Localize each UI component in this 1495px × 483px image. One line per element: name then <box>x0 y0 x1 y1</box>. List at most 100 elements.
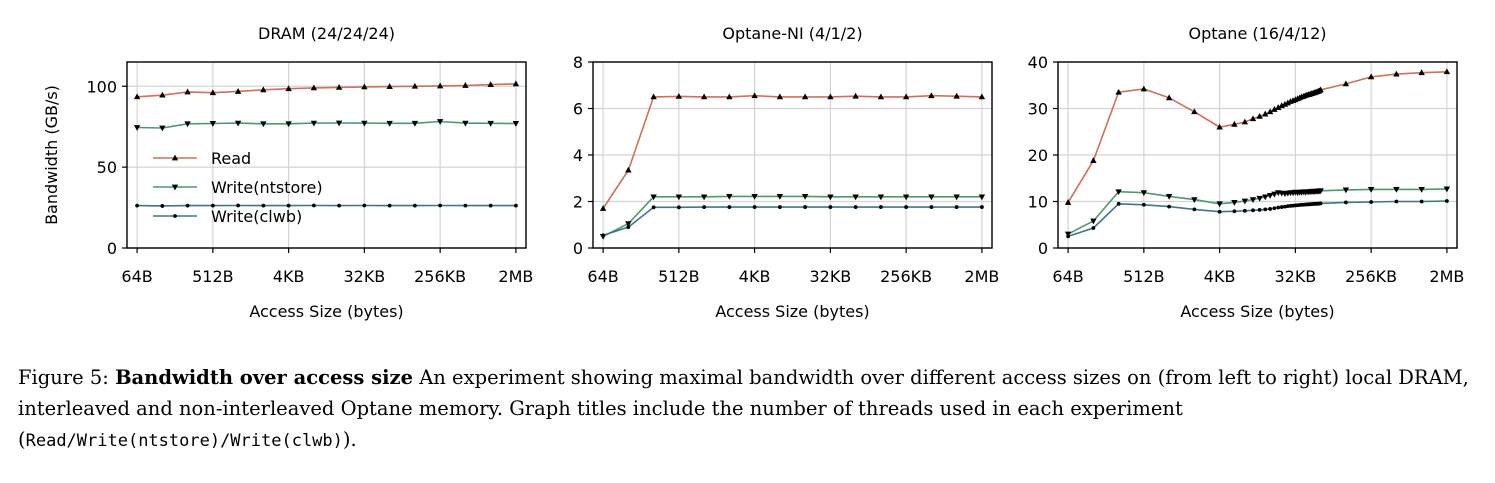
data-point <box>877 194 885 201</box>
data-point <box>751 92 758 99</box>
data-point <box>1317 188 1324 195</box>
data-point <box>361 83 368 90</box>
data-point <box>1242 208 1247 213</box>
data-point <box>260 86 267 93</box>
data-point <box>1256 113 1263 119</box>
x-tick-label: 256KB <box>414 267 466 286</box>
legend-label: Write(ntstore) <box>211 178 323 197</box>
x-tick-label: 4KB <box>739 267 771 286</box>
data-point <box>1140 85 1148 92</box>
y-tick-label: 40 <box>1028 53 1048 72</box>
data-point <box>902 194 910 201</box>
data-point <box>928 194 935 201</box>
data-point <box>361 120 368 127</box>
data-point <box>337 203 342 208</box>
data-point <box>1167 204 1172 209</box>
data-point <box>1318 201 1323 206</box>
y-tick-label: 10 <box>1028 193 1048 212</box>
series-line-read <box>602 94 982 209</box>
data-point <box>135 203 140 208</box>
caption-text: An experiment showing maximal bandwidth … <box>18 366 1469 451</box>
data-point <box>1369 200 1374 204</box>
data-point <box>702 205 707 209</box>
y-tick-label: 8 <box>573 53 583 72</box>
data-point <box>133 93 141 100</box>
data-point <box>1279 205 1284 209</box>
legend-marker <box>171 154 179 161</box>
data-point <box>1241 118 1249 125</box>
y-tick-label: 20 <box>1028 146 1048 165</box>
data-point <box>513 203 518 208</box>
data-point <box>1262 110 1269 117</box>
data-point <box>1266 108 1274 115</box>
data-point <box>1249 197 1257 204</box>
chart-title: Optane (16/4/12) <box>1188 24 1326 43</box>
data-point <box>185 203 190 208</box>
data-point <box>726 193 733 200</box>
figure-caption: Figure 5: Bandwidth over access size An … <box>18 362 1480 457</box>
data-point <box>803 205 808 209</box>
x-tick-label: 64B <box>1052 267 1083 286</box>
data-point <box>1216 123 1223 130</box>
x-axis-label: Access Size (bytes) <box>715 302 869 321</box>
data-point <box>853 205 858 209</box>
x-tick-label: 4KB <box>273 267 305 286</box>
data-point <box>438 203 443 208</box>
data-point <box>650 93 657 100</box>
data-point <box>1165 94 1173 101</box>
x-tick-label: 512B <box>192 267 234 286</box>
data-point <box>1393 70 1400 77</box>
caption-title: Bandwidth over access size <box>115 366 413 389</box>
data-point <box>159 125 166 132</box>
data-point <box>260 121 267 128</box>
data-point <box>675 93 683 99</box>
data-point <box>1115 189 1122 196</box>
data-point <box>852 194 859 201</box>
series-line-write-ntstore <box>137 120 516 129</box>
series-line-write-ntstore <box>602 195 982 238</box>
data-point <box>1282 204 1287 209</box>
data-point <box>335 120 343 127</box>
data-point <box>1091 226 1096 230</box>
data-point <box>234 120 242 127</box>
plot-frame <box>126 61 527 249</box>
data-point <box>1276 205 1281 210</box>
data-point <box>626 225 631 229</box>
data-point <box>1192 207 1197 212</box>
data-point <box>1418 69 1425 76</box>
data-point <box>953 194 960 201</box>
chart-panel-2: 64B 512B 4KB 32KB 256KB 2MB 0 2 4 6 8 Optane-NI (4/… <box>573 24 1000 321</box>
data-point <box>675 194 683 201</box>
data-point <box>1262 194 1269 201</box>
series-line-write-clwb <box>602 206 982 236</box>
data-point <box>1444 199 1449 203</box>
caption-code: Read/Write(ntstore)/Write(clwb) <box>25 431 343 451</box>
y-tick-label: 0 <box>573 239 583 258</box>
data-point <box>1090 157 1097 163</box>
caption-label: Figure 5: <box>18 366 109 389</box>
legend-label: Write(clwb) <box>211 207 302 226</box>
data-point <box>1272 206 1277 211</box>
data-point <box>236 203 241 208</box>
data-point <box>160 204 165 208</box>
data-point <box>1443 68 1451 75</box>
data-point <box>462 82 469 88</box>
data-point <box>902 93 910 100</box>
data-point <box>979 205 984 209</box>
data-point <box>362 203 367 208</box>
data-point <box>1231 200 1238 206</box>
data-point <box>1216 201 1223 208</box>
x-tick-label: 512B <box>658 267 700 286</box>
data-point <box>650 194 657 201</box>
data-point <box>1394 199 1399 204</box>
data-point <box>726 93 733 100</box>
data-point <box>1191 197 1198 204</box>
series-line-read <box>137 83 516 98</box>
data-point <box>877 93 885 100</box>
data-point <box>828 205 833 209</box>
data-point <box>625 221 632 227</box>
data-point <box>310 120 318 127</box>
x-tick-label: 2MB <box>498 267 533 286</box>
data-point <box>261 203 266 208</box>
x-axis-label: Access Size (bytes) <box>1180 302 1334 321</box>
